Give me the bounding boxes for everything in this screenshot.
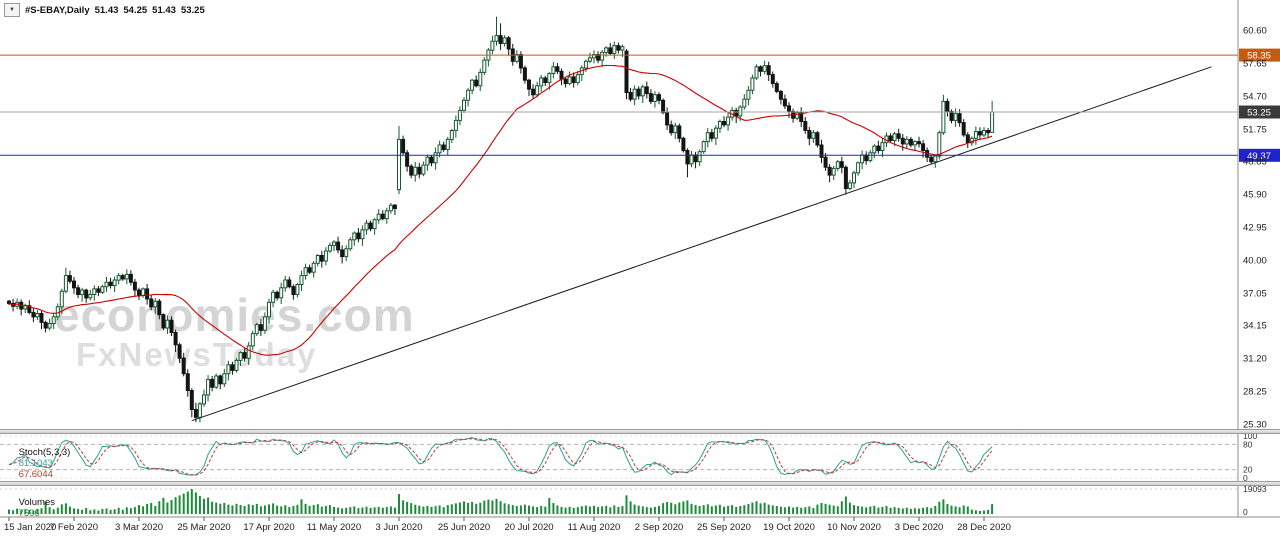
svg-text:51.75: 51.75 — [1243, 124, 1267, 135]
svg-text:31.20: 31.20 — [1243, 354, 1267, 365]
volumes-name: Volumes — [18, 497, 55, 508]
volumes-indicator-label: Volumes 7596 — [8, 486, 55, 530]
svg-text:3 Jun 2020: 3 Jun 2020 — [375, 522, 422, 533]
svg-text:2 Sep 2020: 2 Sep 2020 — [635, 522, 684, 533]
svg-text:11 May 2020: 11 May 2020 — [307, 522, 361, 533]
price-axis[interactable]: 60.60 57.65 54.70 51.75 48.85 45.90 42.95 40.00… — [1243, 26, 1267, 431]
stoch-indicator-label: Stoch(5,3,3) 81.1043 67.6044 — [8, 436, 71, 491]
svg-text:34.15: 34.15 — [1243, 321, 1267, 332]
svg-text:19 Oct 2020: 19 Oct 2020 — [763, 522, 815, 533]
svg-text:60.60: 60.60 — [1243, 26, 1267, 37]
svg-text:37.05: 37.05 — [1243, 288, 1267, 299]
candlestick-series — [7, 16, 995, 423]
panel-splitter-stoch[interactable] — [0, 429, 1280, 434]
svg-text:45.90: 45.90 — [1243, 190, 1267, 201]
moving-average-line — [8, 64, 993, 356]
svg-text:25 Sep 2020: 25 Sep 2020 — [697, 522, 751, 533]
ohlc-open: 51.43 — [94, 4, 119, 16]
svg-text:80: 80 — [1243, 439, 1253, 449]
svg-text:10 Nov 2020: 10 Nov 2020 — [827, 522, 881, 533]
symbol-dropdown-button[interactable]: ▼ — [4, 3, 20, 17]
svg-text:28.25: 28.25 — [1243, 387, 1267, 398]
trendline[interactable] — [191, 66, 1212, 422]
svg-text:17 Apr 2020: 17 Apr 2020 — [243, 522, 294, 533]
watermark-brand: economies.com — [54, 289, 415, 341]
svg-text:3 Mar 2020: 3 Mar 2020 — [115, 522, 163, 533]
svg-text:7 Feb 2020: 7 Feb 2020 — [50, 522, 98, 533]
svg-text:20 Jul 2020: 20 Jul 2020 — [504, 522, 553, 533]
svg-text:19093: 19093 — [1243, 484, 1267, 494]
stoch-d-value: 67.6044 — [18, 469, 53, 480]
svg-text:25 Mar 2020: 25 Mar 2020 — [177, 522, 230, 533]
volumes-panel: 19093 0 — [0, 484, 1267, 517]
resistance-line-badge-label: 58.35 — [1247, 51, 1271, 62]
svg-text:0: 0 — [1243, 507, 1248, 517]
stoch-k-value: 81.1043 — [18, 458, 53, 469]
svg-text:0: 0 — [1243, 473, 1248, 483]
stoch-name: Stoch(5,3,3) — [18, 447, 71, 458]
symbol-bar: ▼ #S-EBAY,Daily 51.43 54.25 51.43 53.25 — [4, 3, 205, 17]
panel-splitter-volumes[interactable] — [0, 481, 1280, 486]
svg-text:28 Dec 2020: 28 Dec 2020 — [957, 522, 1011, 533]
svg-text:15 Jan 2020: 15 Jan 2020 — [4, 522, 56, 533]
support-line-badge — [1239, 148, 1280, 162]
svg-text:48.85: 48.85 — [1243, 157, 1267, 168]
resistance-line-badge — [1239, 48, 1280, 62]
stoch-d-line — [8, 438, 993, 476]
ohlc-low: 51.43 — [152, 4, 176, 16]
svg-text:42.95: 42.95 — [1243, 223, 1267, 234]
ohlc-close: 53.25 — [180, 4, 205, 16]
svg-text:25.30: 25.30 — [1243, 420, 1267, 431]
last-price-line-badge — [1239, 105, 1280, 119]
svg-text:57.65: 57.65 — [1243, 58, 1267, 69]
volumes-value: 7596 — [18, 508, 40, 519]
last-price-line-badge-label: 53.25 — [1247, 108, 1271, 119]
svg-text:20: 20 — [1243, 465, 1253, 475]
support-line-badge-label: 49.37 — [1247, 151, 1271, 162]
svg-text:54.70: 54.70 — [1243, 91, 1267, 102]
ohlc-high: 54.25 — [123, 4, 148, 16]
chevron-down-icon: ▼ — [9, 7, 15, 13]
svg-text:25 Jun 2020: 25 Jun 2020 — [438, 522, 490, 533]
svg-text:11 Aug 2020: 11 Aug 2020 — [568, 522, 621, 533]
svg-text:3 Dec 2020: 3 Dec 2020 — [895, 522, 944, 533]
svg-text:100: 100 — [1243, 431, 1257, 441]
svg-text:40.00: 40.00 — [1243, 255, 1267, 266]
symbol-title: #S-EBAY,Daily — [25, 4, 90, 16]
